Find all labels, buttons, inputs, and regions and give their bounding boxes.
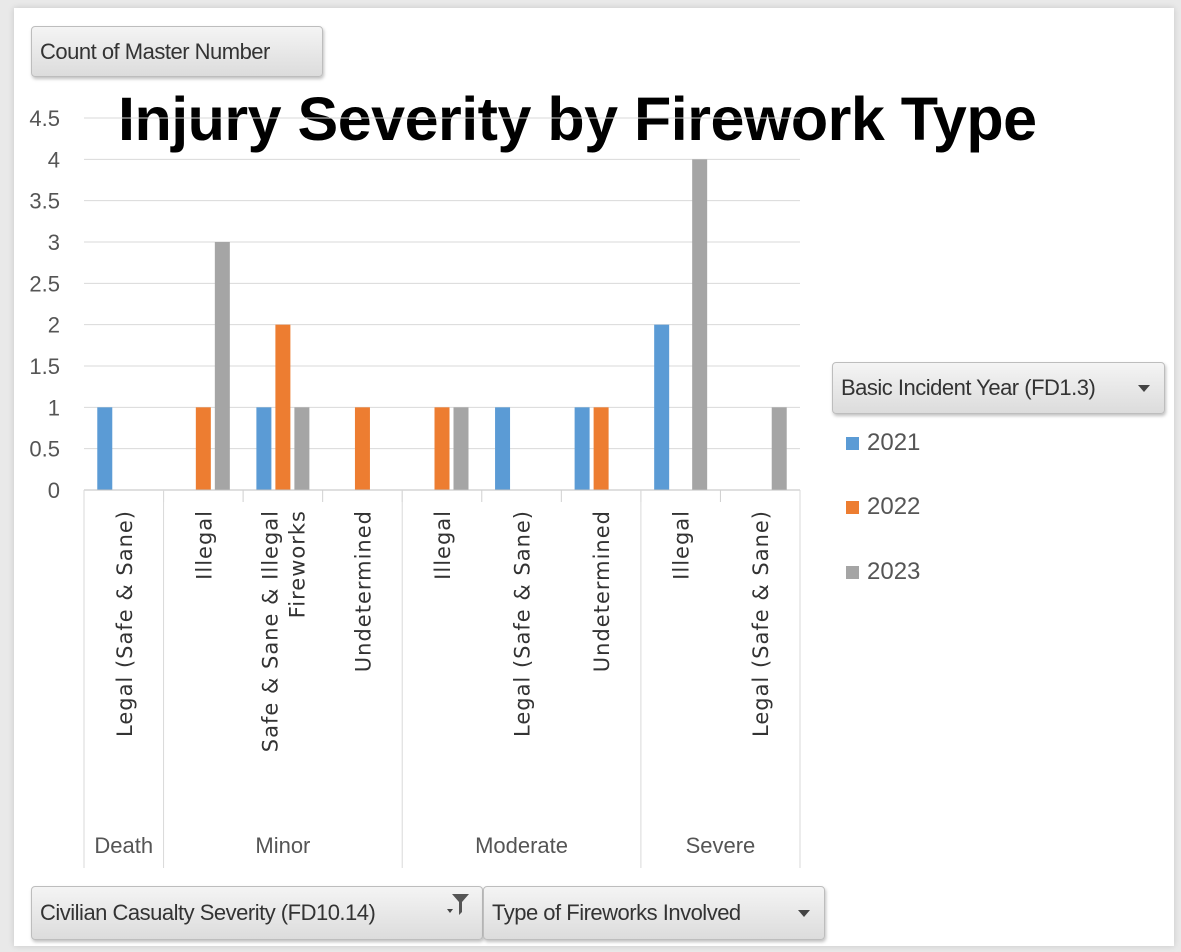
bar-2022-6 [593,407,609,490]
bar-2021-2 [256,407,272,490]
y-tick-label: 3 [48,230,60,255]
bar-2023-4 [453,407,469,490]
y-tick-label: 2.5 [29,271,60,296]
bar-2021-5 [495,407,511,490]
bar-2023-8 [771,407,787,490]
y-tick-label: 2 [48,313,60,338]
legend-field-button[interactable]: Basic Incident Year (FD1.3) [832,362,1165,414]
category-label: Legal (Safe & Sane) [113,510,137,737]
y-tick-label: 4 [48,147,60,172]
y-tick-label: 0.5 [29,437,60,462]
bar-2023-7 [692,159,708,491]
legend-item-2022: 2022 [846,493,920,521]
legend-field-label: Basic Incident Year (FD1.3) [841,375,1096,400]
y-tick-label: 0 [48,478,60,503]
category-label: Fireworks [285,510,309,618]
y-tick-label: 3.5 [29,189,60,214]
chevron-down-icon[interactable] [798,910,810,917]
category-label: Safe & Sane & Illegal [258,510,282,752]
category-label: Undetermined [590,510,614,672]
chart-title: Injury Severity by Firework Type [118,85,1037,153]
y-tick-label: 1 [48,395,60,420]
severity-field-label: Civilian Casualty Severity (FD10.14) [40,900,376,925]
category-label: Legal (Safe & Sane) [511,510,535,737]
legend-swatch-2023 [846,565,859,579]
category-label: Illegal [670,510,694,580]
group-label: Moderate [475,833,568,858]
firework-type-field-label: Type of Fireworks Involved [492,900,741,925]
bar-2021-0 [97,407,113,490]
severity-field-button[interactable]: Civilian Casualty Severity (FD10.14) [31,886,483,940]
category-label: Undetermined [351,510,375,672]
bar-2021-7 [654,324,670,490]
category-label: Illegal [431,510,455,580]
value-field-button[interactable]: Count of Master Number [31,26,323,77]
category-label: Legal (Safe & Sane) [749,510,773,737]
chevron-down-icon[interactable] [1138,385,1150,392]
legend-swatch-2022 [846,500,859,514]
group-label: Death [94,833,153,858]
filter-icon[interactable] [446,893,470,919]
y-tick-label: 1.5 [29,354,60,379]
group-label: Severe [686,833,756,858]
bar-2022-2 [275,324,291,490]
value-field-label: Count of Master Number [40,38,270,64]
bar-2023-2 [294,407,310,490]
bar-2023-1 [214,242,230,490]
bar-2022-3 [354,407,370,490]
bar-2021-6 [574,407,590,490]
y-tick-label: 4.5 [29,106,60,131]
legend-label-2023: 2023 [867,558,921,585]
legend-label-2022: 2022 [867,493,921,520]
bar-2022-4 [434,407,450,490]
legend-item-2021: 2021 [846,429,920,457]
category-label: Illegal [192,510,216,580]
firework-type-field-button[interactable]: Type of Fireworks Involved [483,886,825,940]
group-label: Minor [255,833,310,858]
bar-2022-1 [195,407,211,490]
legend-label-2021: 2021 [867,429,921,456]
legend-item-2023: 2023 [846,558,920,586]
legend-swatch-2021 [846,436,859,450]
